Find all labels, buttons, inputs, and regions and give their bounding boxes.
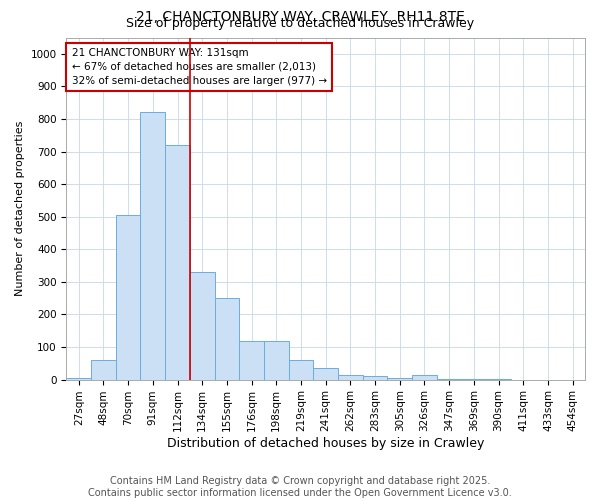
- Bar: [91, 360, 116, 380]
- Bar: [363, 376, 388, 380]
- Bar: [437, 379, 461, 380]
- Bar: [67, 378, 91, 380]
- X-axis label: Distribution of detached houses by size in Crawley: Distribution of detached houses by size …: [167, 437, 484, 450]
- Bar: [165, 145, 190, 380]
- Bar: [289, 360, 313, 380]
- Bar: [239, 340, 264, 380]
- Bar: [264, 340, 289, 380]
- Bar: [412, 374, 437, 380]
- Bar: [388, 378, 412, 380]
- Text: Contains HM Land Registry data © Crown copyright and database right 2025.
Contai: Contains HM Land Registry data © Crown c…: [88, 476, 512, 498]
- Bar: [486, 379, 511, 380]
- Text: 21, CHANCTONBURY WAY, CRAWLEY, RH11 8TE: 21, CHANCTONBURY WAY, CRAWLEY, RH11 8TE: [136, 10, 464, 24]
- Bar: [116, 215, 140, 380]
- Text: Size of property relative to detached houses in Crawley: Size of property relative to detached ho…: [126, 18, 474, 30]
- Bar: [140, 112, 165, 380]
- Text: 21 CHANCTONBURY WAY: 131sqm
← 67% of detached houses are smaller (2,013)
32% of : 21 CHANCTONBURY WAY: 131sqm ← 67% of det…: [71, 48, 327, 86]
- Bar: [215, 298, 239, 380]
- Bar: [190, 272, 215, 380]
- Bar: [461, 379, 486, 380]
- Bar: [313, 368, 338, 380]
- Bar: [338, 374, 363, 380]
- Y-axis label: Number of detached properties: Number of detached properties: [15, 121, 25, 296]
